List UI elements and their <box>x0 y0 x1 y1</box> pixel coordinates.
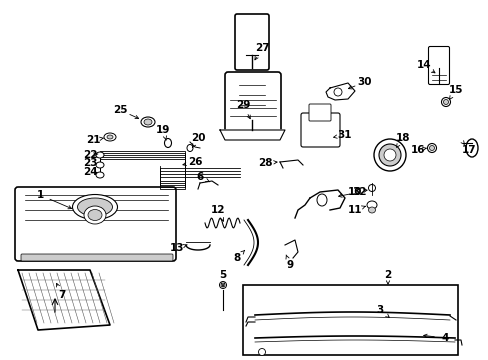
Text: 14: 14 <box>416 60 430 70</box>
Text: 7: 7 <box>58 290 65 300</box>
Ellipse shape <box>104 133 116 141</box>
Ellipse shape <box>428 145 434 150</box>
Text: 32: 32 <box>352 187 366 197</box>
FancyBboxPatch shape <box>15 187 176 261</box>
Ellipse shape <box>84 206 106 224</box>
Ellipse shape <box>96 162 104 168</box>
Ellipse shape <box>96 172 104 178</box>
Text: 28: 28 <box>257 158 272 168</box>
Ellipse shape <box>88 210 102 220</box>
Polygon shape <box>325 83 354 100</box>
Text: 18: 18 <box>395 133 409 143</box>
Text: 21: 21 <box>85 135 100 145</box>
Ellipse shape <box>96 152 104 158</box>
Text: 17: 17 <box>461 145 475 155</box>
Text: 15: 15 <box>448 85 462 95</box>
Ellipse shape <box>368 184 375 192</box>
Polygon shape <box>18 270 110 330</box>
Ellipse shape <box>316 194 326 206</box>
FancyBboxPatch shape <box>427 46 448 85</box>
Text: 22: 22 <box>82 150 97 160</box>
Text: 19: 19 <box>156 125 170 135</box>
Ellipse shape <box>443 99 447 104</box>
FancyBboxPatch shape <box>235 14 268 70</box>
Text: 30: 30 <box>357 77 371 87</box>
Ellipse shape <box>427 144 436 153</box>
Ellipse shape <box>164 139 171 148</box>
Text: 9: 9 <box>286 260 293 270</box>
Text: 4: 4 <box>440 333 448 343</box>
Text: 11: 11 <box>347 205 362 215</box>
Ellipse shape <box>221 283 224 287</box>
FancyBboxPatch shape <box>301 113 339 147</box>
Ellipse shape <box>186 144 193 152</box>
Ellipse shape <box>366 201 376 209</box>
Ellipse shape <box>441 98 449 107</box>
Text: 27: 27 <box>254 43 269 53</box>
FancyBboxPatch shape <box>21 254 173 261</box>
Text: 25: 25 <box>113 105 127 115</box>
Text: 31: 31 <box>337 130 351 140</box>
Ellipse shape <box>378 144 400 166</box>
Text: 6: 6 <box>196 172 203 182</box>
Text: 26: 26 <box>187 157 202 167</box>
Ellipse shape <box>219 282 226 288</box>
Ellipse shape <box>383 149 395 161</box>
Text: 2: 2 <box>384 270 391 280</box>
Ellipse shape <box>368 207 375 213</box>
Text: 16: 16 <box>410 145 425 155</box>
Ellipse shape <box>333 88 341 96</box>
Text: 3: 3 <box>376 305 383 315</box>
Text: 24: 24 <box>82 167 97 177</box>
Ellipse shape <box>373 139 405 171</box>
Text: 1: 1 <box>36 190 43 200</box>
Ellipse shape <box>107 135 113 139</box>
Text: 13: 13 <box>169 243 184 253</box>
Text: 20: 20 <box>190 133 205 143</box>
Text: 23: 23 <box>82 158 97 168</box>
Text: 12: 12 <box>210 205 225 215</box>
Text: 8: 8 <box>233 253 240 263</box>
Ellipse shape <box>258 348 265 355</box>
Ellipse shape <box>77 198 112 216</box>
FancyBboxPatch shape <box>308 104 330 121</box>
FancyBboxPatch shape <box>224 72 281 133</box>
Bar <box>243 285 457 355</box>
Polygon shape <box>220 130 285 140</box>
Text: 5: 5 <box>219 270 226 280</box>
Ellipse shape <box>143 119 152 125</box>
Text: 10: 10 <box>347 187 362 197</box>
Ellipse shape <box>141 117 155 127</box>
Text: 29: 29 <box>235 100 250 110</box>
Ellipse shape <box>465 139 477 157</box>
Ellipse shape <box>72 194 117 220</box>
